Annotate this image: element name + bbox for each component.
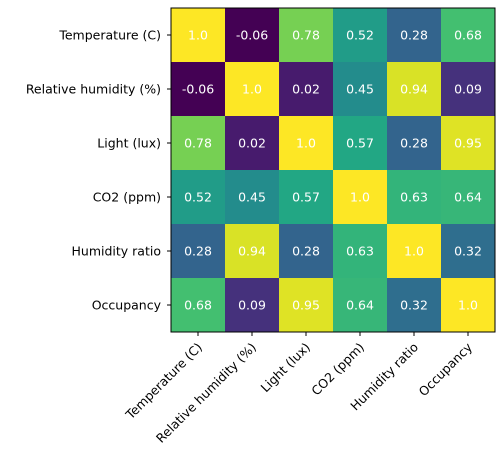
heatmap-cell-r2-c5 <box>441 116 496 171</box>
heatmap-cell-r5-c5 <box>441 278 496 333</box>
heatmap-cell-r3-c1 <box>225 170 280 225</box>
heatmap-cell-r3-c0 <box>171 170 226 225</box>
cell-value-label: 0.28 <box>184 244 212 259</box>
cell-value-label: 0.57 <box>346 136 374 151</box>
cell-value-label: 0.78 <box>184 136 212 151</box>
heatmap-cell-r5-c1 <box>225 278 280 333</box>
heatmap-cell-r4-c2 <box>279 224 334 279</box>
cell-value-label: 0.94 <box>400 82 428 97</box>
heatmap-cell-r4-c5 <box>441 224 496 279</box>
cell-value-label: 0.45 <box>238 190 266 205</box>
heatmap-cell-r3-c2 <box>279 170 334 225</box>
cell-value-label: 0.64 <box>346 298 374 313</box>
heatmap-cell-r1-c0 <box>171 62 226 117</box>
cell-value-label: 0.95 <box>292 298 320 313</box>
cell-value-label: 0.78 <box>292 28 320 43</box>
y-tick-label: CO2 (ppm) <box>93 190 161 205</box>
cell-value-label: -0.06 <box>236 28 268 43</box>
heatmap-cell-labels: 1.0 -0.06 0.78 0.52 0.28 0.68 -0.06 1.0 0.02 0.45… <box>182 28 482 313</box>
heatmap-cell-r1-c3 <box>333 62 388 117</box>
heatmap-cell-r3-c4 <box>387 170 442 225</box>
x-tick-label: Occupancy <box>416 339 476 399</box>
heatmap-cell-r4-c4 <box>387 224 442 279</box>
heatmap-cell-r4-c0 <box>171 224 226 279</box>
heatmap-cells <box>171 8 496 333</box>
heatmap-cell-r2-c1 <box>225 116 280 171</box>
cell-value-label: 0.94 <box>238 244 266 259</box>
cell-value-label: 1.0 <box>458 298 478 313</box>
cell-value-label: 0.57 <box>292 190 320 205</box>
cell-value-label: 0.45 <box>346 82 374 97</box>
cell-value-label: 1.0 <box>242 82 262 97</box>
cell-value-label: 0.68 <box>454 28 482 43</box>
cell-value-label: 0.52 <box>346 28 374 43</box>
y-axis: Temperature (C) Relative humidity (%) Ligh… <box>26 28 171 313</box>
cell-value-label: 1.0 <box>296 136 316 151</box>
plot-frame <box>170 7 496 333</box>
cell-value-label: 0.28 <box>400 28 428 43</box>
heatmap-cell-r4-c1 <box>225 224 280 279</box>
y-tick-label: Light (lux) <box>97 136 161 151</box>
heatmap-cell-r0-c1 <box>225 8 280 63</box>
heatmap-cell-r3-c5 <box>441 170 496 225</box>
heatmap-cell-r1-c4 <box>387 62 442 117</box>
heatmap-cell-r2-c2 <box>279 116 334 171</box>
cell-value-label: 0.28 <box>292 244 320 259</box>
cell-value-label: 0.02 <box>238 136 266 151</box>
heatmap-cell-r0-c2 <box>279 8 334 63</box>
heatmap-cell-r0-c3 <box>333 8 388 63</box>
cell-value-label: 0.32 <box>454 244 482 259</box>
heatmap-cell-r5-c4 <box>387 278 442 333</box>
heatmap-cell-r2-c3 <box>333 116 388 171</box>
x-tick-label: CO2 (ppm) <box>308 340 367 399</box>
cell-value-label: 0.09 <box>454 82 482 97</box>
cell-value-label: 0.63 <box>346 244 374 259</box>
cell-value-label: 0.63 <box>400 190 428 205</box>
cell-value-label: 0.64 <box>454 190 482 205</box>
cell-value-label: -0.06 <box>182 82 214 97</box>
heatmap-cell-r1-c1 <box>225 62 280 117</box>
heatmap-cell-r0-c0 <box>171 8 226 63</box>
heatmap-cell-r4-c3 <box>333 224 388 279</box>
cell-value-label: 0.02 <box>292 82 320 97</box>
y-tick-label: Temperature (C) <box>58 28 161 43</box>
heatmap-cell-r5-c3 <box>333 278 388 333</box>
heatmap-cell-r1-c5 <box>441 62 496 117</box>
x-tick-label: Relative humidity (%) <box>153 340 259 446</box>
cell-value-label: 0.52 <box>184 190 212 205</box>
heatmap-cell-r3-c3 <box>333 170 388 225</box>
heatmap-cell-r0-c4 <box>387 8 442 63</box>
cell-value-label: 0.28 <box>400 136 428 151</box>
x-axis: Temperature (C)Relative humidity (%)Ligh… <box>122 332 476 446</box>
heatmap-cell-r1-c2 <box>279 62 334 117</box>
cell-value-label: 0.68 <box>184 298 212 313</box>
x-tick-label: Light (lux) <box>257 340 313 396</box>
cell-value-label: 0.09 <box>238 298 266 313</box>
cell-value-label: 1.0 <box>188 28 208 43</box>
heatmap-cell-r5-c2 <box>279 278 334 333</box>
heatmap-cell-r5-c0 <box>171 278 226 333</box>
y-tick-label: Occupancy <box>92 298 162 313</box>
cell-value-label: 0.32 <box>400 298 428 313</box>
heatmap-cell-r0-c5 <box>441 8 496 63</box>
y-tick-label: Relative humidity (%) <box>26 82 161 97</box>
cell-value-label: 1.0 <box>350 190 370 205</box>
cell-value-label: 1.0 <box>404 244 424 259</box>
cell-value-label: 0.95 <box>454 136 482 151</box>
heatmap-cell-r2-c4 <box>387 116 442 171</box>
y-tick-label: Humidity ratio <box>72 244 161 259</box>
heatmap-cell-r2-c0 <box>171 116 226 171</box>
